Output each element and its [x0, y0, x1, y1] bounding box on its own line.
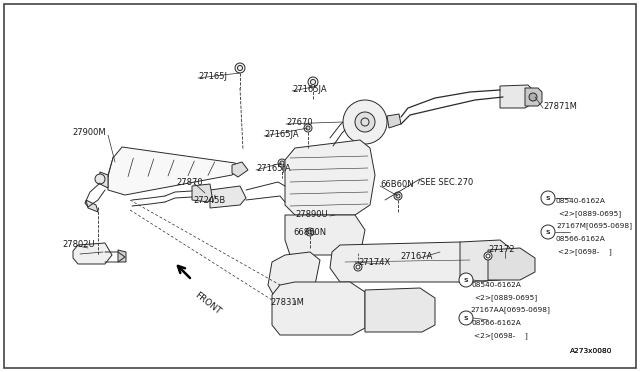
Polygon shape: [525, 88, 542, 106]
Polygon shape: [272, 282, 365, 335]
Circle shape: [304, 124, 312, 132]
Text: 27870: 27870: [176, 178, 203, 187]
Text: 27172: 27172: [488, 245, 515, 254]
Text: <2>[0889-0695]: <2>[0889-0695]: [474, 294, 537, 301]
Polygon shape: [86, 200, 98, 212]
Polygon shape: [268, 252, 320, 300]
Text: 27871M: 27871M: [543, 102, 577, 111]
Circle shape: [235, 63, 245, 73]
Text: FRONT: FRONT: [193, 290, 222, 316]
Text: A273x0080: A273x0080: [570, 348, 612, 354]
Circle shape: [459, 273, 473, 287]
Text: 27167A: 27167A: [400, 252, 433, 261]
Polygon shape: [210, 186, 246, 208]
Text: 66860N: 66860N: [293, 228, 326, 237]
Text: 27670: 27670: [286, 118, 312, 127]
Polygon shape: [98, 172, 108, 188]
Text: 27165JA: 27165JA: [256, 164, 291, 173]
Text: 66B60N: 66B60N: [380, 180, 413, 189]
Circle shape: [95, 174, 105, 184]
Text: 27245B: 27245B: [193, 196, 225, 205]
Polygon shape: [285, 140, 375, 215]
Polygon shape: [500, 85, 535, 108]
Circle shape: [308, 77, 318, 87]
Circle shape: [541, 191, 555, 205]
Text: A273x0080: A273x0080: [570, 348, 612, 354]
Circle shape: [529, 93, 537, 101]
Polygon shape: [73, 243, 112, 264]
Polygon shape: [365, 288, 435, 332]
Polygon shape: [387, 114, 401, 128]
Text: 08540-6162A: 08540-6162A: [556, 198, 606, 204]
Text: S: S: [464, 315, 468, 321]
Text: 27165J: 27165J: [198, 72, 227, 81]
Circle shape: [343, 100, 387, 144]
Circle shape: [484, 252, 492, 260]
Polygon shape: [285, 215, 365, 255]
Text: 27831M: 27831M: [270, 298, 304, 307]
Polygon shape: [330, 242, 478, 282]
Text: 27174X: 27174X: [358, 258, 390, 267]
Text: 27165JA: 27165JA: [292, 85, 326, 94]
Text: <2>[0698-    ]: <2>[0698- ]: [474, 332, 528, 339]
Circle shape: [354, 263, 362, 271]
Circle shape: [278, 159, 286, 167]
Text: <2>[0889-0695]: <2>[0889-0695]: [558, 210, 621, 217]
Text: S: S: [546, 230, 550, 234]
Circle shape: [541, 225, 555, 239]
Polygon shape: [108, 147, 240, 195]
Text: S: S: [464, 278, 468, 282]
Text: 27167AA[0695-0698]: 27167AA[0695-0698]: [470, 306, 550, 313]
Text: 08566-6162A: 08566-6162A: [472, 320, 522, 326]
Text: SEE SEC.270: SEE SEC.270: [420, 178, 473, 187]
Text: 27802U: 27802U: [62, 240, 95, 249]
Polygon shape: [460, 240, 515, 282]
Text: 08540-6162A: 08540-6162A: [472, 282, 522, 288]
Text: 27900M: 27900M: [72, 128, 106, 137]
Circle shape: [306, 228, 314, 236]
Polygon shape: [488, 248, 535, 280]
Text: 27167M[0695-0698]: 27167M[0695-0698]: [556, 222, 632, 229]
Text: 27165JA: 27165JA: [264, 130, 299, 139]
Polygon shape: [232, 162, 248, 177]
Polygon shape: [118, 250, 126, 262]
Text: S: S: [546, 196, 550, 201]
Text: 27890U: 27890U: [295, 210, 328, 219]
Text: 08566-6162A: 08566-6162A: [556, 236, 605, 242]
Circle shape: [394, 192, 402, 200]
Circle shape: [459, 311, 473, 325]
Polygon shape: [192, 184, 212, 202]
Circle shape: [355, 112, 375, 132]
Text: <2>[0698-    ]: <2>[0698- ]: [558, 248, 612, 255]
